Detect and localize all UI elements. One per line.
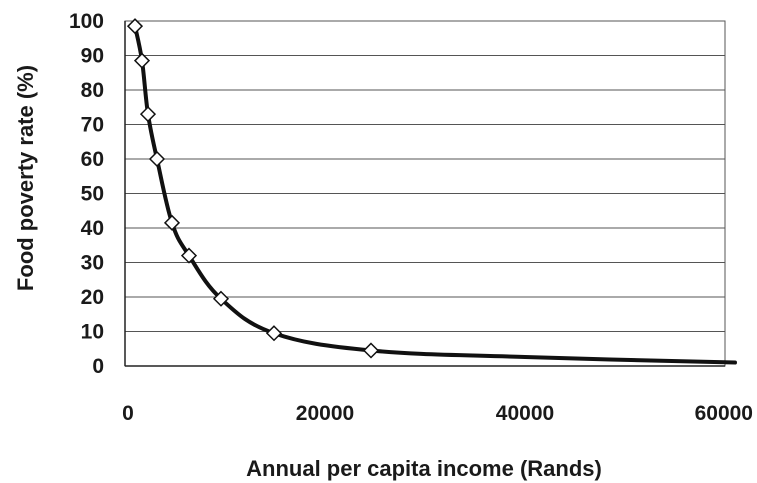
x-tick-label: 20000 xyxy=(296,402,354,425)
y-tick-label: 70 xyxy=(81,114,104,137)
data-point-marker xyxy=(163,214,181,231)
x-tick-label: 40000 xyxy=(496,402,554,425)
data-point-marker xyxy=(180,247,198,264)
y-tick-labels: 0 10 20 30 40 50 60 70 80 90 100 xyxy=(69,10,104,378)
x-axis-title: Annual per capita income (Rands) xyxy=(246,456,602,481)
y-tick-label: 80 xyxy=(81,79,104,102)
data-markers xyxy=(126,18,380,359)
data-point-marker xyxy=(139,106,157,123)
data-point-marker xyxy=(148,150,166,168)
y-tick-label: 40 xyxy=(81,217,104,240)
y-tick-label: 100 xyxy=(69,10,104,33)
y-tick-label: 50 xyxy=(81,183,104,206)
data-point-marker xyxy=(133,52,151,69)
y-tick-label: 60 xyxy=(81,148,104,171)
data-point-marker xyxy=(265,325,283,342)
data-point-marker xyxy=(212,290,230,307)
data-point-marker xyxy=(126,18,144,35)
y-tick-label: 20 xyxy=(81,286,104,309)
x-tick-label: 60000 xyxy=(695,402,753,425)
y-tick-label: 10 xyxy=(81,321,104,344)
y-axis-title: Food poverty rate (%) xyxy=(13,65,38,291)
x-tick-labels: 0 20000 40000 60000 xyxy=(122,402,753,425)
series-line xyxy=(133,24,737,365)
gridlines xyxy=(125,20,725,332)
x-tick-label: 0 xyxy=(122,402,134,425)
data-point-marker xyxy=(362,342,380,359)
y-tick-label: 90 xyxy=(81,45,104,68)
y-tick-label: 30 xyxy=(81,252,104,275)
y-tick-label: 0 xyxy=(92,355,104,378)
